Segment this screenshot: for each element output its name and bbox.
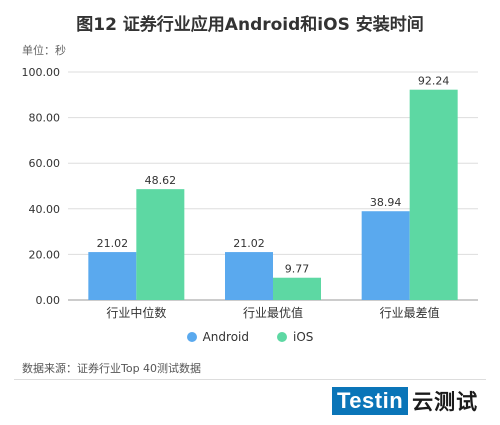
divider	[14, 379, 486, 380]
logo-wordmark: Testin	[332, 387, 409, 415]
legend: Android iOS	[0, 330, 500, 344]
bar-android-2	[225, 252, 273, 300]
bar-android-1	[88, 252, 137, 300]
y-tick-label: 100.00	[22, 66, 61, 79]
y-tick-label: 20.00	[29, 248, 61, 261]
legend-item-ios: iOS	[277, 330, 313, 344]
data-label: 9.77	[285, 263, 310, 276]
data-label: 21.02	[233, 237, 265, 250]
x-category-label: 行业中位数	[106, 305, 166, 320]
x-category-label: 行业最优值	[243, 305, 303, 320]
android-legend-swatch	[186, 332, 197, 342]
y-tick-label: 0.00	[36, 294, 61, 307]
data-label: 48.62	[145, 174, 177, 187]
data-label: 38.94	[370, 196, 402, 209]
logo-chinese: 云测试	[412, 390, 479, 414]
bar-android-3	[361, 211, 410, 300]
y-tick-label: 60.00	[29, 157, 61, 170]
bar-ios-2	[273, 277, 321, 300]
y-tick-label: 80.00	[29, 112, 61, 125]
bar-ios-3	[409, 89, 458, 300]
y-tick-label: 40.00	[29, 203, 61, 216]
data-label: 21.02	[97, 237, 129, 250]
legend-label-android: Android	[202, 330, 249, 344]
x-category-label: 行业最差值	[380, 305, 440, 320]
ios-legend-swatch	[277, 332, 287, 342]
bar-ios-1	[136, 189, 185, 300]
source-note: 数据来源：证券行业Top 40测试数据	[22, 362, 202, 375]
data-label: 92.24	[418, 75, 450, 88]
legend-label-ios: iOS	[293, 330, 314, 344]
testin-logo: Testin 云测试	[332, 386, 478, 416]
unit-label: 单位：秒	[22, 44, 66, 57]
legend-item-android: Android	[186, 330, 249, 344]
chart-title: 图12 证券行业应用Android和iOS 安装时间	[76, 15, 424, 35]
